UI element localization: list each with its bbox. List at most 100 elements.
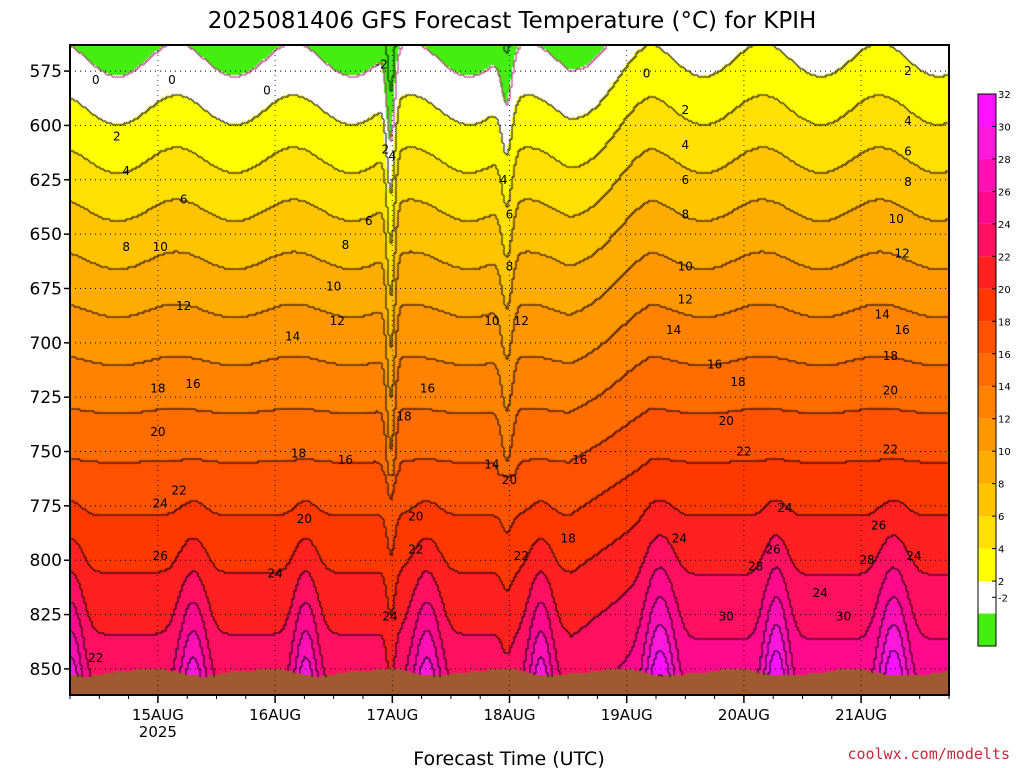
contour-label-20: 8 [342, 238, 350, 252]
y-tick-label-625: 625 [30, 171, 62, 191]
contour-label-74: 28 [859, 553, 874, 567]
y-tick-label-575: 575 [30, 62, 62, 82]
contour-label-40: 16 [338, 453, 353, 467]
contour-label-24: 10 [153, 240, 168, 254]
x-axis: 15AUG 16AUG 17AUG 18AUG 19AUG 20AUG 21AUG 2025 [69, 695, 950, 741]
contour-label-10: 4 [388, 149, 396, 163]
contour-label-60: 22 [88, 651, 103, 665]
contour-label-14: 6 [180, 192, 188, 206]
x-year-label: 2025 [139, 723, 177, 741]
colorbar-swatch-26 [978, 191, 996, 224]
y-tick-label-825: 825 [30, 606, 62, 626]
contour-label-16: 6 [506, 208, 514, 222]
x-tick-label-19AUG: 19AUG [601, 706, 653, 724]
contour-label-44: 18 [150, 381, 165, 395]
colorbar-label-20: 20 [998, 285, 1011, 296]
colorbar-label-6: 6 [998, 512, 1004, 523]
contour-label-13: 4 [904, 114, 912, 128]
colorbar-swatch-12 [978, 418, 996, 452]
colorbar-label-4: 4 [998, 545, 1004, 556]
contour-label-65: 24 [382, 610, 397, 624]
colorbar-label-28: 28 [998, 155, 1011, 166]
colorbar-label-8: 8 [998, 480, 1004, 491]
x-axis-label: Forecast Time (UTC) [413, 748, 604, 768]
contour-label-34: 14 [285, 329, 300, 343]
colorbar-swatch-8 [978, 483, 996, 517]
y-axis: 575 600 625 650 675 700 725 750 775 800 825 850 [30, 62, 70, 680]
contour-label-5: 2 [113, 129, 121, 143]
colorbar-label-32: 32 [998, 90, 1011, 101]
contour-label-37: 14 [484, 458, 499, 472]
contour-label-71: 26 [766, 542, 781, 556]
contour-label-9: 4 [122, 164, 130, 178]
contour-label-61: 22 [736, 445, 751, 459]
contour-label-49: 18 [883, 349, 898, 363]
contour-label-8: 2 [904, 64, 912, 78]
contour-label-15: 6 [365, 214, 373, 228]
colorbar-label-24: 24 [998, 220, 1011, 231]
contour-label-1: 0 [168, 73, 176, 87]
colorbar-frame [977, 93, 997, 647]
contour-label-23: 8 [904, 175, 912, 189]
contour-label-59: 22 [514, 549, 529, 563]
colorbar-label-12: 12 [998, 415, 1011, 426]
y-tick-label-600: 600 [30, 116, 62, 136]
colorbar-swatch--2 [978, 613, 996, 646]
contour-label-76: 30 [836, 610, 851, 624]
y-tick-label-725: 725 [30, 388, 62, 408]
contour-label-69: 24 [906, 549, 921, 563]
colorbar-swatch-18 [978, 321, 996, 354]
contour-label-36: 14 [875, 308, 890, 322]
contour-label-75: 30 [719, 610, 734, 624]
contour-label-17: 6 [681, 173, 689, 187]
contour-label-0: 0 [92, 73, 100, 87]
x-tick-label-18AUG: 18AUG [484, 706, 536, 724]
x-tick-label-17AUG: 17AUG [366, 706, 418, 724]
chart-title: 2025081406 GFS Forecast Temperature (°C)… [208, 8, 817, 34]
contour-label-25: 10 [326, 279, 341, 293]
contour-label-70: 26 [153, 549, 168, 563]
contour-label-39: 16 [420, 381, 435, 395]
contour-label-66: 24 [672, 531, 687, 545]
contour-label-6: 2 [381, 142, 389, 156]
colorbar-label-18: 18 [998, 317, 1011, 328]
colorbar-label-30: 30 [998, 122, 1011, 133]
contour-label-33: 12 [894, 247, 909, 261]
contour-label-46: 18 [396, 410, 411, 424]
colorbar-label-10: 10 [998, 447, 1011, 458]
contour-label-4: -2 [376, 58, 388, 72]
contour-label-57: 22 [171, 484, 186, 498]
credit-link[interactable]: coolwx.com/modelts [847, 745, 1010, 763]
contour-label-42: 16 [707, 358, 722, 372]
contour-label-47: 18 [560, 531, 575, 545]
contour-label-18: 6 [904, 145, 912, 159]
colorbar-swatch-24 [978, 223, 996, 257]
contour-label-2: 0 [263, 84, 271, 98]
colorbar-swatch-16 [978, 353, 996, 387]
contour-label-38: 16 [185, 377, 200, 391]
y-tick-label-700: 700 [30, 334, 62, 354]
contour-label-68: 24 [812, 586, 827, 600]
contour-label-56: 20 [883, 384, 898, 398]
contour-label-45: 18 [291, 447, 306, 461]
contour-label-22: 8 [681, 208, 689, 222]
gridlines [70, 45, 949, 695]
colorbar-swatch-28 [978, 158, 996, 192]
contour-label-28: 10 [889, 212, 904, 226]
contour-label-12: 4 [681, 138, 689, 152]
y-tick-label-750: 750 [30, 443, 62, 463]
contour-label-19: 8 [122, 240, 130, 254]
contour-label-11: 4 [500, 173, 508, 187]
contour-label-35: 14 [666, 323, 681, 337]
y-tick-label-650: 650 [30, 225, 62, 245]
contour-label-53: 20 [502, 473, 517, 487]
x-tick-label-20AUG: 20AUG [718, 706, 770, 724]
colorbar-swatch-14 [978, 386, 996, 419]
contour-label-21: 8 [506, 260, 514, 274]
contour-label-31: 12 [514, 314, 529, 328]
contour-label-48: 18 [730, 375, 745, 389]
colorbar-swatch-22 [978, 256, 996, 289]
